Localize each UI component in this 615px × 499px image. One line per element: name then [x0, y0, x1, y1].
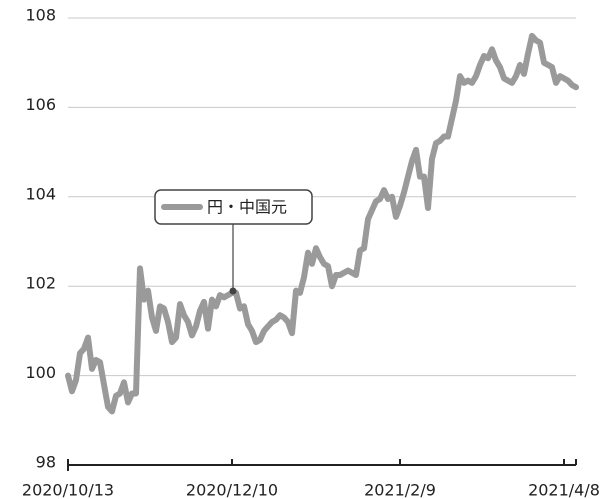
legend-label: 円・中国元 [207, 198, 287, 217]
y-tick-label: 106 [25, 95, 56, 114]
x-tick-label: 2021/2/9 [364, 481, 436, 499]
y-tick-label: 108 [25, 6, 56, 25]
y-tick-label: 100 [25, 363, 56, 382]
y-tick-label: 98 [36, 453, 56, 472]
x-tick-label: 2020/10/13 [22, 481, 114, 499]
series-line [65, 32, 579, 415]
legend-box [154, 189, 313, 225]
x-tick-label: 2020/12/10 [186, 481, 278, 499]
y-tick-label: 104 [25, 184, 56, 203]
x-tick-label: 2021/4/8 [528, 481, 600, 499]
legend-anchor-dot [229, 287, 237, 295]
y-tick-label: 102 [25, 274, 56, 293]
